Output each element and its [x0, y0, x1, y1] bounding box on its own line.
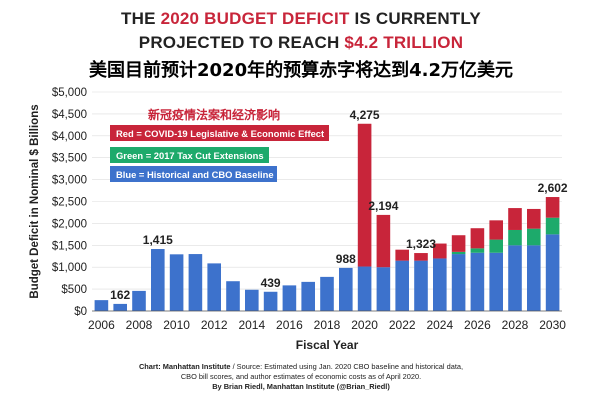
source-line2: CBO bill scores, and author estimates of…	[180, 372, 422, 381]
data-label: 1,415	[143, 233, 173, 247]
data-label: 162	[110, 288, 130, 302]
data-label: 439	[261, 276, 281, 290]
y-tick-label: $0	[74, 306, 87, 318]
bar-baseline-2010	[169, 254, 184, 311]
bar-covid-2026	[470, 228, 485, 249]
chart-title-line2: PROJECTED TO REACH $4.2 TRILLION	[0, 33, 602, 53]
x-tick-label: 2014	[238, 318, 265, 332]
data-label: 988	[336, 252, 356, 266]
x-tick-label: 2026	[464, 318, 491, 332]
bar-baseline-2018	[320, 276, 334, 311]
x-tick-label: 2020	[351, 318, 378, 332]
bar-baseline-2015	[263, 291, 278, 311]
y-tick-label: $4,500	[52, 109, 87, 121]
bar-covid-2021	[376, 214, 391, 268]
source-note: Chart: Manhattan Institute / Source: Est…	[0, 362, 602, 392]
bar-baseline-2023	[414, 260, 428, 311]
bar-covid-2025	[451, 235, 466, 252]
bar-baseline-2020	[357, 266, 372, 311]
x-tick-label: 2010	[163, 318, 190, 332]
legend-swatch	[110, 147, 269, 163]
y-tick-label: $500	[61, 284, 87, 296]
legend-heading: 新冠疫情法案和经济影响	[148, 107, 280, 122]
chart-title-line1: THE 2020 BUDGET DEFICIT IS CURRENTLY	[0, 9, 602, 29]
bar-baseline-2027	[489, 252, 503, 311]
bar-baseline-2017	[301, 281, 315, 311]
bar-covid-2027	[489, 220, 503, 240]
bar-baseline-2014	[245, 289, 259, 311]
x-tick-label: 2024	[426, 318, 453, 332]
y-tick-label: $3,500	[52, 153, 87, 165]
y-tick-label: $1,500	[52, 240, 87, 252]
chinese-title: 美国目前预计2020年的预算赤字将达到4.2万亿美元	[89, 60, 513, 81]
bar-baseline-2019	[339, 267, 353, 311]
x-tick-label: 2018	[314, 318, 341, 332]
y-tick-label: $2,500	[52, 197, 87, 209]
bar-tax-cut-2029	[527, 228, 541, 246]
y-tick-label: $1,000	[52, 262, 87, 274]
bar-baseline-2013	[226, 281, 240, 311]
bar-tax-cut-2026	[470, 248, 485, 253]
bar-tax-cut-2030	[545, 217, 560, 235]
data-label: 4,275	[350, 108, 380, 122]
title-line2-highlight: $4.2 TRILLION	[344, 33, 464, 52]
y-tick-label: $2,000	[52, 218, 87, 230]
bar-baseline-2016	[282, 285, 297, 311]
title-prefix: THE	[121, 9, 156, 28]
bar-tax-cut-2025	[451, 251, 466, 255]
legend-entry: Blue = Historical and CBO Baseline	[116, 169, 274, 180]
source-line1: / Source: Estimated using Jan. 2020 CBO …	[230, 362, 464, 371]
bar-covid-2028	[508, 208, 522, 230]
legend-swatch	[110, 166, 277, 182]
bar-baseline-2028	[508, 245, 522, 311]
bar-baseline-2009	[151, 249, 165, 311]
y-axis-title: Budget Deficit in Nominal $ Billions	[29, 104, 41, 298]
bar-covid-2029	[527, 208, 541, 229]
legend-swatch	[110, 125, 329, 141]
bar-baseline-2006	[94, 300, 109, 311]
bar-covid-2023	[414, 253, 428, 261]
bar-baseline-2022	[395, 260, 409, 311]
data-label: 2,602	[538, 181, 568, 195]
legend-entry: Green = 2017 Tax Cut Extensions	[116, 150, 264, 161]
bar-tax-cut-2028	[508, 229, 522, 246]
legend-entry: Red = COVID-19 Legislative & Economic Ef…	[116, 128, 324, 139]
bar-baseline-2026	[470, 252, 485, 311]
x-tick-label: 2030	[539, 318, 566, 332]
x-tick-label: 2028	[502, 318, 529, 332]
bar-baseline-2029	[527, 245, 541, 311]
y-tick-label: $5,000	[52, 87, 87, 99]
bar-baseline-2008	[132, 290, 146, 311]
bar-baseline-2030	[545, 234, 560, 311]
y-tick-label: $4,000	[52, 131, 87, 143]
source-credit: Chart: Manhattan Institute	[138, 362, 231, 371]
title-highlight: 2020 BUDGET DEFICIT	[160, 9, 350, 28]
bar-baseline-2011	[188, 254, 203, 311]
x-tick-label: 2022	[389, 318, 416, 332]
y-tick-label: $3,000	[52, 175, 87, 187]
bar-tax-cut-2027	[489, 239, 503, 253]
bar-covid-2030	[545, 197, 560, 218]
budget-deficit-chart: $0 $500 $1,000 $1,500 $2,000 $2,500 $3,000 $3,5…	[29, 87, 568, 352]
bar-baseline-2021	[376, 267, 391, 311]
bar-baseline-2025	[451, 254, 466, 311]
x-axis-title: Fiscal Year	[296, 338, 359, 352]
bar-baseline-2007	[113, 303, 127, 311]
data-label: 2,194	[368, 199, 398, 213]
x-tick-label: 2008	[126, 318, 153, 332]
title-line2-prefix: PROJECTED TO REACH	[138, 33, 340, 52]
author-credit: By Brian Riedl, Manhattan Institute (@Br…	[212, 382, 390, 391]
x-tick-label: 2012	[201, 318, 228, 332]
bar-covid-2024	[433, 243, 447, 259]
bar-covid-2020	[357, 123, 372, 267]
x-tick-label: 2016	[276, 318, 303, 332]
title-suffix: IS CURRENTLY	[354, 9, 481, 28]
x-tick-label: 2006	[88, 318, 115, 332]
bar-baseline-2012	[207, 263, 221, 311]
bar-covid-2022	[395, 249, 409, 261]
bar-baseline-2024	[433, 258, 447, 311]
data-label: 1,323	[406, 237, 436, 251]
